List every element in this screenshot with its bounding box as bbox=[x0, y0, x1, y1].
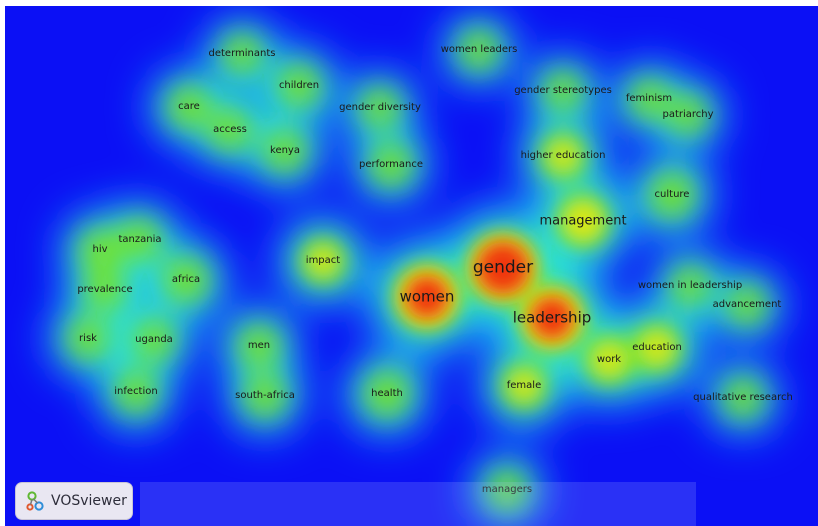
vosviewer-logo-icon bbox=[26, 491, 44, 511]
app-name: VOSviewer bbox=[51, 493, 127, 509]
density-mid-hiv bbox=[78, 228, 122, 272]
density-mid-feminism bbox=[628, 78, 670, 120]
density-core-work bbox=[590, 341, 628, 379]
density-mid-prevalence bbox=[83, 268, 127, 312]
density-mid-tanzania bbox=[118, 218, 162, 262]
density-mid-children bbox=[277, 64, 321, 108]
keyword-access[interactable]: access bbox=[213, 124, 247, 135]
density-peak-leadership bbox=[530, 296, 574, 340]
keyword-feminism[interactable]: feminism bbox=[625, 93, 673, 104]
density-map[interactable]: gender women leadership management education… bbox=[5, 6, 818, 526]
density-mid-women-in-leadership bbox=[669, 265, 711, 307]
density-mid-care bbox=[167, 85, 211, 129]
density-mid-advancement bbox=[726, 284, 768, 326]
keyword-management[interactable]: management bbox=[539, 213, 627, 229]
keyword-south-africa[interactable]: south-africa bbox=[235, 390, 295, 401]
density-mid-performance bbox=[369, 143, 413, 187]
keyword-culture[interactable]: culture bbox=[654, 189, 690, 200]
density-core-management bbox=[562, 200, 604, 242]
density-mid-managers bbox=[486, 469, 528, 511]
density-mid-gender-stereotypes bbox=[542, 70, 584, 112]
vosviewer-logo[interactable]: VOSviewer bbox=[15, 482, 133, 520]
density-mid-infection bbox=[114, 370, 158, 414]
keyword-patriarchy[interactable]: patriarchy bbox=[662, 109, 714, 120]
keyword-uganda[interactable]: uganda bbox=[135, 334, 173, 345]
keyword-qualitative-research[interactable]: qualitative research bbox=[693, 392, 793, 403]
keyword-women-in-leadership[interactable]: women in leadership bbox=[637, 280, 743, 291]
keyword-kenya[interactable]: kenya bbox=[270, 145, 300, 156]
keyword-gender-diversity[interactable]: gender diversity bbox=[339, 102, 421, 113]
density-core-impact bbox=[305, 243, 341, 279]
density-mid-gender-diversity bbox=[359, 87, 401, 129]
keyword-performance[interactable]: performance bbox=[358, 159, 424, 170]
keyword-women[interactable]: women bbox=[399, 287, 455, 306]
density-mid-women-leaders bbox=[458, 29, 500, 71]
density-mid-culture bbox=[648, 171, 696, 219]
density-mid-africa bbox=[162, 256, 210, 304]
density-core-education bbox=[638, 329, 676, 367]
keyword-tanzania[interactable]: tanzania bbox=[118, 234, 162, 245]
density-mid-south-africa bbox=[243, 374, 287, 418]
density-peak-layer bbox=[405, 241, 574, 340]
density-glow-layer bbox=[51, 16, 781, 524]
density-peak-gender bbox=[476, 241, 530, 295]
density-mid-men bbox=[237, 324, 281, 368]
keyword-prevalence[interactable]: prevalence bbox=[77, 284, 133, 295]
keyword-leadership[interactable]: leadership bbox=[512, 308, 592, 327]
footer-panel bbox=[140, 482, 696, 526]
density-heatmap bbox=[5, 6, 818, 526]
density-mid-health bbox=[363, 370, 411, 418]
density-mid-patriarchy bbox=[667, 94, 709, 136]
density-peak-women bbox=[405, 275, 449, 319]
keyword-gender[interactable]: gender bbox=[472, 257, 534, 278]
keyword-health[interactable]: health bbox=[371, 388, 403, 399]
keyword-impact[interactable]: impact bbox=[305, 255, 341, 266]
keyword-managers[interactable]: managers bbox=[481, 484, 533, 495]
density-mid-determinants bbox=[221, 33, 263, 75]
density-core-higher-education bbox=[545, 138, 581, 174]
keyword-africa[interactable]: africa bbox=[171, 274, 201, 285]
keyword-female[interactable]: female bbox=[506, 380, 542, 391]
keyword-children[interactable]: children bbox=[278, 80, 320, 91]
density-mid-qualitative-research bbox=[722, 377, 764, 419]
keyword-determinants[interactable]: determinants bbox=[208, 48, 276, 59]
density-mid-kenya bbox=[263, 129, 307, 173]
keyword-care[interactable]: care bbox=[178, 101, 200, 112]
keyword-education[interactable]: education bbox=[632, 342, 682, 353]
keyword-men[interactable]: men bbox=[247, 340, 271, 351]
keyword-women-leaders[interactable]: women leaders bbox=[440, 44, 518, 55]
keyword-gender-stereotypes[interactable]: gender stereotypes bbox=[514, 85, 612, 96]
keyword-risk[interactable]: risk bbox=[79, 333, 97, 344]
density-mid-uganda bbox=[132, 318, 176, 362]
keyword-hiv[interactable]: hiv bbox=[92, 244, 108, 255]
keyword-work[interactable]: work bbox=[596, 354, 622, 365]
keyword-higher-education[interactable]: higher education bbox=[520, 150, 606, 161]
density-core-female bbox=[506, 368, 542, 404]
density-mid-risk bbox=[66, 317, 110, 361]
keyword-advancement[interactable]: advancement bbox=[712, 299, 782, 310]
density-mid-access bbox=[208, 108, 252, 152]
keyword-infection[interactable]: infection bbox=[114, 386, 158, 397]
